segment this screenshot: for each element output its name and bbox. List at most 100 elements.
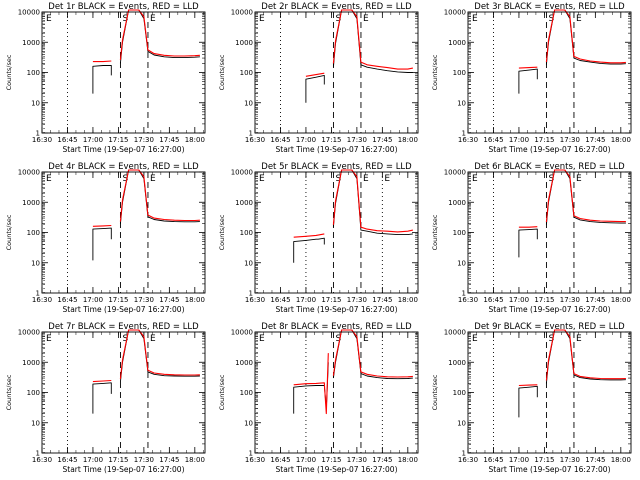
series-line-lld <box>545 329 626 381</box>
event-marker-label: E <box>363 334 369 344</box>
y-tick-label: 100 <box>240 229 253 237</box>
x-tick-label: 17:30 <box>347 456 367 464</box>
x-tick-label: 17:30 <box>560 456 580 464</box>
series-line-lld <box>119 169 200 222</box>
y-tick-label: 1000 <box>235 39 253 47</box>
y-axis-label: Counts/sec <box>218 374 226 410</box>
x-tick-label: 17:45 <box>372 136 392 144</box>
series-line-events <box>518 68 538 94</box>
series-line-lld <box>119 9 200 60</box>
x-tick-label: 18:00 <box>398 296 418 304</box>
y-tick-label: 1 <box>36 450 40 458</box>
y-tick-label: 10000 <box>18 329 40 337</box>
series-line-events <box>293 237 325 263</box>
y-tick-label: 1 <box>249 290 253 298</box>
y-axis-label: Counts/sec <box>5 214 13 250</box>
x-tick-label: 17:15 <box>534 296 554 304</box>
x-tick-label: 18:00 <box>398 136 418 144</box>
event-marker-label: E <box>150 174 156 184</box>
panel-title: Det 2r BLACK = Events, RED = LLD <box>261 2 412 12</box>
x-tick-label: 17:30 <box>560 136 580 144</box>
x-tick-label: 17:00 <box>296 136 316 144</box>
event-marker-label: S <box>122 174 128 184</box>
y-tick-label: 10000 <box>18 9 40 17</box>
y-tick-label: 1 <box>36 130 40 138</box>
y-tick-label: 10 <box>31 419 40 427</box>
x-tick-label: 18:00 <box>185 456 205 464</box>
x-tick-label: 17:45 <box>585 136 605 144</box>
event-marker-label: E <box>576 174 582 184</box>
series-line-events <box>92 382 112 414</box>
event-marker-label: E <box>363 14 369 24</box>
x-tick-label: 17:15 <box>108 136 128 144</box>
y-tick-label: 100 <box>453 229 466 237</box>
x-tick-label: 17:15 <box>534 136 554 144</box>
plot-frame <box>254 11 419 134</box>
x-tick-label: 18:00 <box>185 296 205 304</box>
plot-frame <box>467 11 632 134</box>
y-axis-label: Counts/sec <box>5 374 13 410</box>
y-axis-label: Counts/sec <box>431 374 439 410</box>
y-tick-label: 10000 <box>231 329 253 337</box>
series-line-lld <box>332 9 414 70</box>
event-marker-label: S <box>335 174 341 184</box>
x-tick-label: 16:45 <box>57 296 77 304</box>
series-line-lld <box>518 384 538 387</box>
x-tick-label: 17:30 <box>134 296 154 304</box>
y-tick-label: 10000 <box>18 169 40 177</box>
series-line-lld <box>545 169 626 223</box>
y-tick-label: 1 <box>249 130 253 138</box>
y-tick-label: 100 <box>453 69 466 77</box>
y-tick-label: 10000 <box>444 169 466 177</box>
x-tick-label: 16:45 <box>270 296 290 304</box>
y-tick-label: 10 <box>244 419 253 427</box>
series-line-lld <box>332 169 414 233</box>
x-tick-label: 16:45 <box>57 456 77 464</box>
event-marker-label: E <box>259 334 265 344</box>
y-tick-label: 10 <box>31 259 40 267</box>
y-tick-label: 100 <box>240 69 253 77</box>
x-tick-label: 17:15 <box>321 456 341 464</box>
panel-title: Det 9r BLACK = Events, RED = LLD <box>474 322 625 332</box>
panel-det-8r: Det 8r BLACK = Events, RED = LLD Counts/s… <box>218 322 419 474</box>
x-tick-label: 17:45 <box>372 456 392 464</box>
y-tick-label: 10 <box>244 259 253 267</box>
event-marker-label: S <box>548 174 554 184</box>
x-tick-label: 16:30 <box>458 136 478 144</box>
x-tick-label: 16:45 <box>483 136 503 144</box>
x-axis-label: Start Time (19-Sep-07 16:27:00) <box>63 305 185 314</box>
panel-title: Det 4r BLACK = Events, RED = LLD <box>48 162 199 172</box>
x-tick-label: 16:30 <box>245 136 265 144</box>
y-tick-label: 100 <box>27 229 40 237</box>
y-axis-label: Counts/sec <box>431 214 439 250</box>
x-axis-label: Start Time (19-Sep-07 16:27:00) <box>63 465 185 474</box>
y-tick-label: 10 <box>244 99 253 107</box>
event-marker-label: S <box>548 14 554 24</box>
x-tick-label: 16:45 <box>483 456 503 464</box>
x-tick-label: 18:00 <box>611 296 631 304</box>
x-tick-label: 17:15 <box>108 296 128 304</box>
plot-frame <box>41 11 206 134</box>
y-tick-label: 1000 <box>22 359 40 367</box>
y-tick-label: 10000 <box>231 9 253 17</box>
x-tick-label: 17:00 <box>509 296 529 304</box>
series-line-events <box>305 74 325 103</box>
series-line-lld <box>518 226 538 228</box>
panel-title: Det 1r BLACK = Events, RED = LLD <box>48 2 199 12</box>
x-tick-label: 18:00 <box>398 456 418 464</box>
event-marker-label: E <box>259 174 265 184</box>
panel-title: Det 8r BLACK = Events, RED = LLD <box>261 322 412 332</box>
series-line-lld <box>92 224 112 227</box>
x-axis-label: Start Time (19-Sep-07 16:27:00) <box>489 145 611 154</box>
x-tick-label: 16:45 <box>270 136 290 144</box>
x-tick-label: 16:30 <box>32 136 52 144</box>
y-axis-label: Counts/sec <box>218 214 226 250</box>
event-marker-label: E <box>363 174 369 184</box>
event-marker-label: E <box>472 14 478 24</box>
series-line-lld <box>332 329 413 378</box>
x-tick-label: 17:30 <box>347 136 367 144</box>
event-marker-label: E <box>576 334 582 344</box>
x-tick-label: 17:30 <box>134 456 154 464</box>
y-tick-label: 100 <box>453 389 466 397</box>
